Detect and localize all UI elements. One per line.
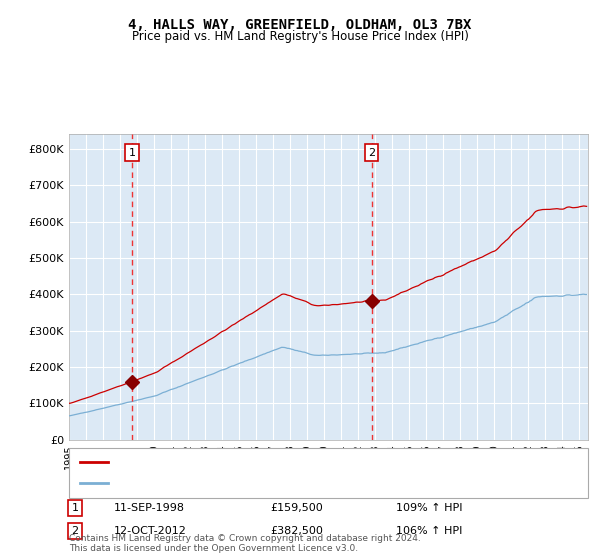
Text: 4, HALLS WAY, GREENFIELD, OLDHAM, OL3 7BX: 4, HALLS WAY, GREENFIELD, OLDHAM, OL3 7B… <box>128 18 472 32</box>
Text: HPI: Average price, detached house, Oldham: HPI: Average price, detached house, Oldh… <box>114 478 348 488</box>
Text: 11-SEP-1998: 11-SEP-1998 <box>114 503 185 513</box>
Text: 12-OCT-2012: 12-OCT-2012 <box>114 526 187 536</box>
Text: £159,500: £159,500 <box>270 503 323 513</box>
Text: £382,500: £382,500 <box>270 526 323 536</box>
Text: 2: 2 <box>71 526 79 536</box>
Text: 1: 1 <box>71 503 79 513</box>
Text: Price paid vs. HM Land Registry's House Price Index (HPI): Price paid vs. HM Land Registry's House … <box>131 30 469 43</box>
Text: 109% ↑ HPI: 109% ↑ HPI <box>396 503 463 513</box>
Text: 1: 1 <box>128 148 136 157</box>
Text: 4, HALLS WAY, GREENFIELD, OLDHAM, OL3 7BX (detached house): 4, HALLS WAY, GREENFIELD, OLDHAM, OL3 7B… <box>114 457 456 467</box>
Text: Contains HM Land Registry data © Crown copyright and database right 2024.
This d: Contains HM Land Registry data © Crown c… <box>69 534 421 553</box>
Text: 106% ↑ HPI: 106% ↑ HPI <box>396 526 463 536</box>
Text: 2: 2 <box>368 148 375 157</box>
